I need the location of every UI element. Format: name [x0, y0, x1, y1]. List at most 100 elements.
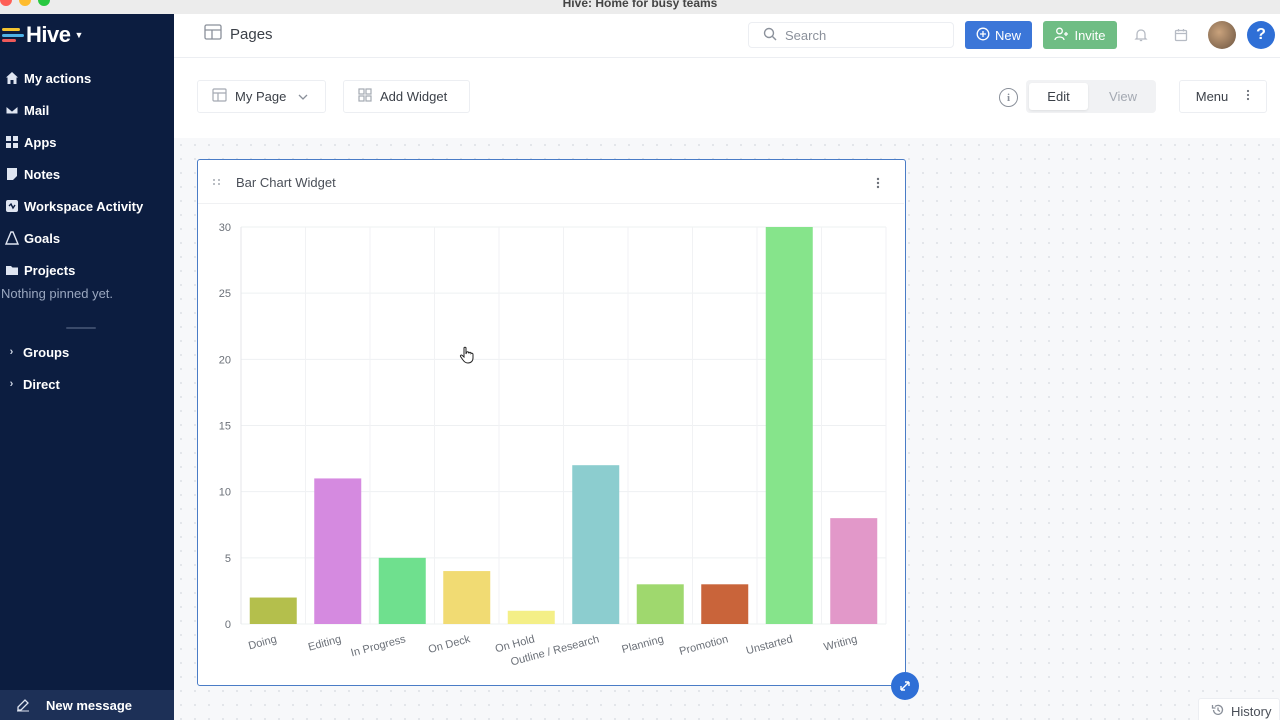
bar-chart: 0 5 10 15 20 25 30 Doing Editing In Progress On De…	[219, 222, 887, 668]
sidebar: Hive ▼ My actions Mail Apps Notes Worksp…	[0, 14, 174, 720]
close-window-icon[interactable]	[0, 0, 12, 6]
window-title: Hive: Home for busy teams	[562, 0, 718, 10]
history-icon	[1211, 703, 1225, 720]
invite-button-label: Invite	[1074, 27, 1106, 43]
add-user-icon	[1054, 27, 1069, 44]
history-label: History	[1231, 703, 1272, 719]
window-controls	[0, 0, 50, 6]
chart-bar	[378, 557, 426, 624]
sidebar-item-label: Notes	[24, 166, 61, 182]
bell-icon[interactable]	[1133, 27, 1149, 43]
section-label: Groups	[23, 344, 70, 360]
page-toolbar: My Page Add Widget i Edit View Menu	[174, 58, 1280, 138]
chevron-down-icon	[298, 89, 308, 104]
chart-bar	[507, 610, 555, 624]
sidebar-section-direct[interactable]: › Direct	[0, 369, 174, 399]
chart-bar	[636, 584, 684, 624]
search-input[interactable]: Search	[748, 22, 954, 48]
sidebar-item-label: Apps	[24, 134, 57, 150]
sidebar-item-my-actions[interactable]: My actions	[0, 62, 174, 94]
widget-options-icon[interactable]	[874, 175, 882, 191]
bar-chart-widget[interactable]: Bar Chart Widget 0 5 10 15 20 25 30 Doing Editin…	[197, 159, 906, 686]
goals-icon	[0, 231, 24, 245]
info-icon[interactable]: i	[999, 88, 1018, 107]
sidebar-item-projects[interactable]: Projects	[0, 254, 174, 286]
sidebar-item-apps[interactable]: Apps	[0, 126, 174, 158]
x-tick-label: Writing	[823, 633, 859, 653]
x-tick-label: Doing	[247, 633, 278, 652]
sidebar-item-notes[interactable]: Notes	[0, 158, 174, 190]
logo-text: Hive	[26, 22, 71, 47]
add-widget-button[interactable]: Add Widget	[343, 80, 470, 113]
chevron-right-icon: ›	[9, 378, 14, 390]
x-tick-label: Editing	[307, 633, 343, 653]
menu-button[interactable]: Menu	[1179, 80, 1267, 113]
sidebar-item-label: Projects	[24, 262, 76, 278]
search-placeholder: Search	[785, 27, 827, 43]
maximize-window-icon[interactable]	[38, 0, 50, 6]
help-icon[interactable]: ?	[1247, 21, 1275, 49]
caret-down-icon[interactable]: ▼	[74, 30, 84, 40]
edit-mode-button[interactable]: Edit	[1029, 83, 1088, 110]
avatar[interactable]	[1208, 21, 1236, 49]
sidebar-item-mail[interactable]: Mail	[0, 94, 174, 126]
menu-label: Menu	[1195, 89, 1229, 104]
sidebar-section-groups[interactable]: › Groups	[0, 337, 174, 367]
chart-bar	[572, 465, 620, 624]
compose-icon	[0, 698, 46, 712]
x-tick-label: On Deck	[427, 633, 472, 656]
y-tick-label: 25	[219, 288, 231, 300]
hand-cursor-icon	[459, 346, 474, 364]
page-layout-icon	[212, 88, 227, 105]
x-tick-label: Unstarted	[745, 633, 794, 657]
sidebar-divider[interactable]	[66, 327, 96, 329]
sidebar-item-label: Goals	[24, 230, 61, 246]
sidebar-item-label: Mail	[24, 102, 50, 118]
new-message-button[interactable]: New message	[0, 690, 174, 720]
resize-handle-icon[interactable]	[891, 672, 919, 700]
widget-header: Bar Chart Widget	[198, 160, 904, 204]
plus-circle-icon	[976, 27, 990, 44]
minimize-window-icon[interactable]	[19, 0, 31, 6]
x-tick-label: Planning	[621, 633, 665, 656]
home-icon	[0, 71, 24, 85]
notes-icon	[0, 167, 24, 181]
sidebar-item-workspace-activity[interactable]: Workspace Activity	[0, 190, 174, 222]
view-mode-button[interactable]: View	[1109, 89, 1137, 104]
pages-icon	[204, 24, 222, 44]
sidebar-item-label: Workspace Activity	[24, 198, 144, 214]
edit-view-toggle: Edit View	[1026, 80, 1156, 113]
apps-grid-icon	[0, 135, 24, 149]
add-widget-label: Add Widget	[380, 89, 448, 104]
chart-bar	[443, 571, 491, 624]
y-tick-label: 5	[225, 553, 231, 565]
page-select-label: My Page	[235, 89, 287, 104]
app-logo[interactable]: Hive ▼	[2, 22, 83, 48]
chart-bar	[314, 478, 362, 624]
folder-icon	[0, 263, 24, 277]
calendar-icon[interactable]	[1173, 27, 1189, 43]
top-header: Pages Search New Invite ?	[174, 14, 1280, 58]
kebab-icon	[1246, 89, 1250, 104]
history-button[interactable]: History	[1198, 698, 1280, 720]
widget-grid-icon	[358, 88, 372, 105]
widget-title: Bar Chart Widget	[236, 175, 336, 190]
y-tick-label: 30	[219, 222, 231, 234]
sidebar-item-goals[interactable]: Goals	[0, 222, 174, 254]
drag-handle-icon[interactable]	[212, 178, 222, 186]
x-tick-label: Promotion	[678, 633, 730, 658]
chevron-right-icon: ›	[9, 346, 14, 358]
chart-bar	[765, 227, 813, 624]
page-select-dropdown[interactable]: My Page	[197, 80, 326, 113]
y-tick-label: 10	[219, 487, 231, 499]
new-button[interactable]: New	[965, 21, 1032, 49]
y-tick-label: 0	[225, 619, 231, 631]
mail-icon	[0, 103, 24, 117]
activity-icon	[0, 199, 24, 213]
new-button-label: New	[994, 27, 1021, 43]
x-tick-label: In Progress	[350, 633, 408, 659]
y-tick-label: 15	[219, 421, 231, 433]
invite-button[interactable]: Invite	[1043, 21, 1117, 49]
hive-logo-icon	[2, 28, 24, 42]
sidebar-item-label: My actions	[24, 70, 92, 86]
